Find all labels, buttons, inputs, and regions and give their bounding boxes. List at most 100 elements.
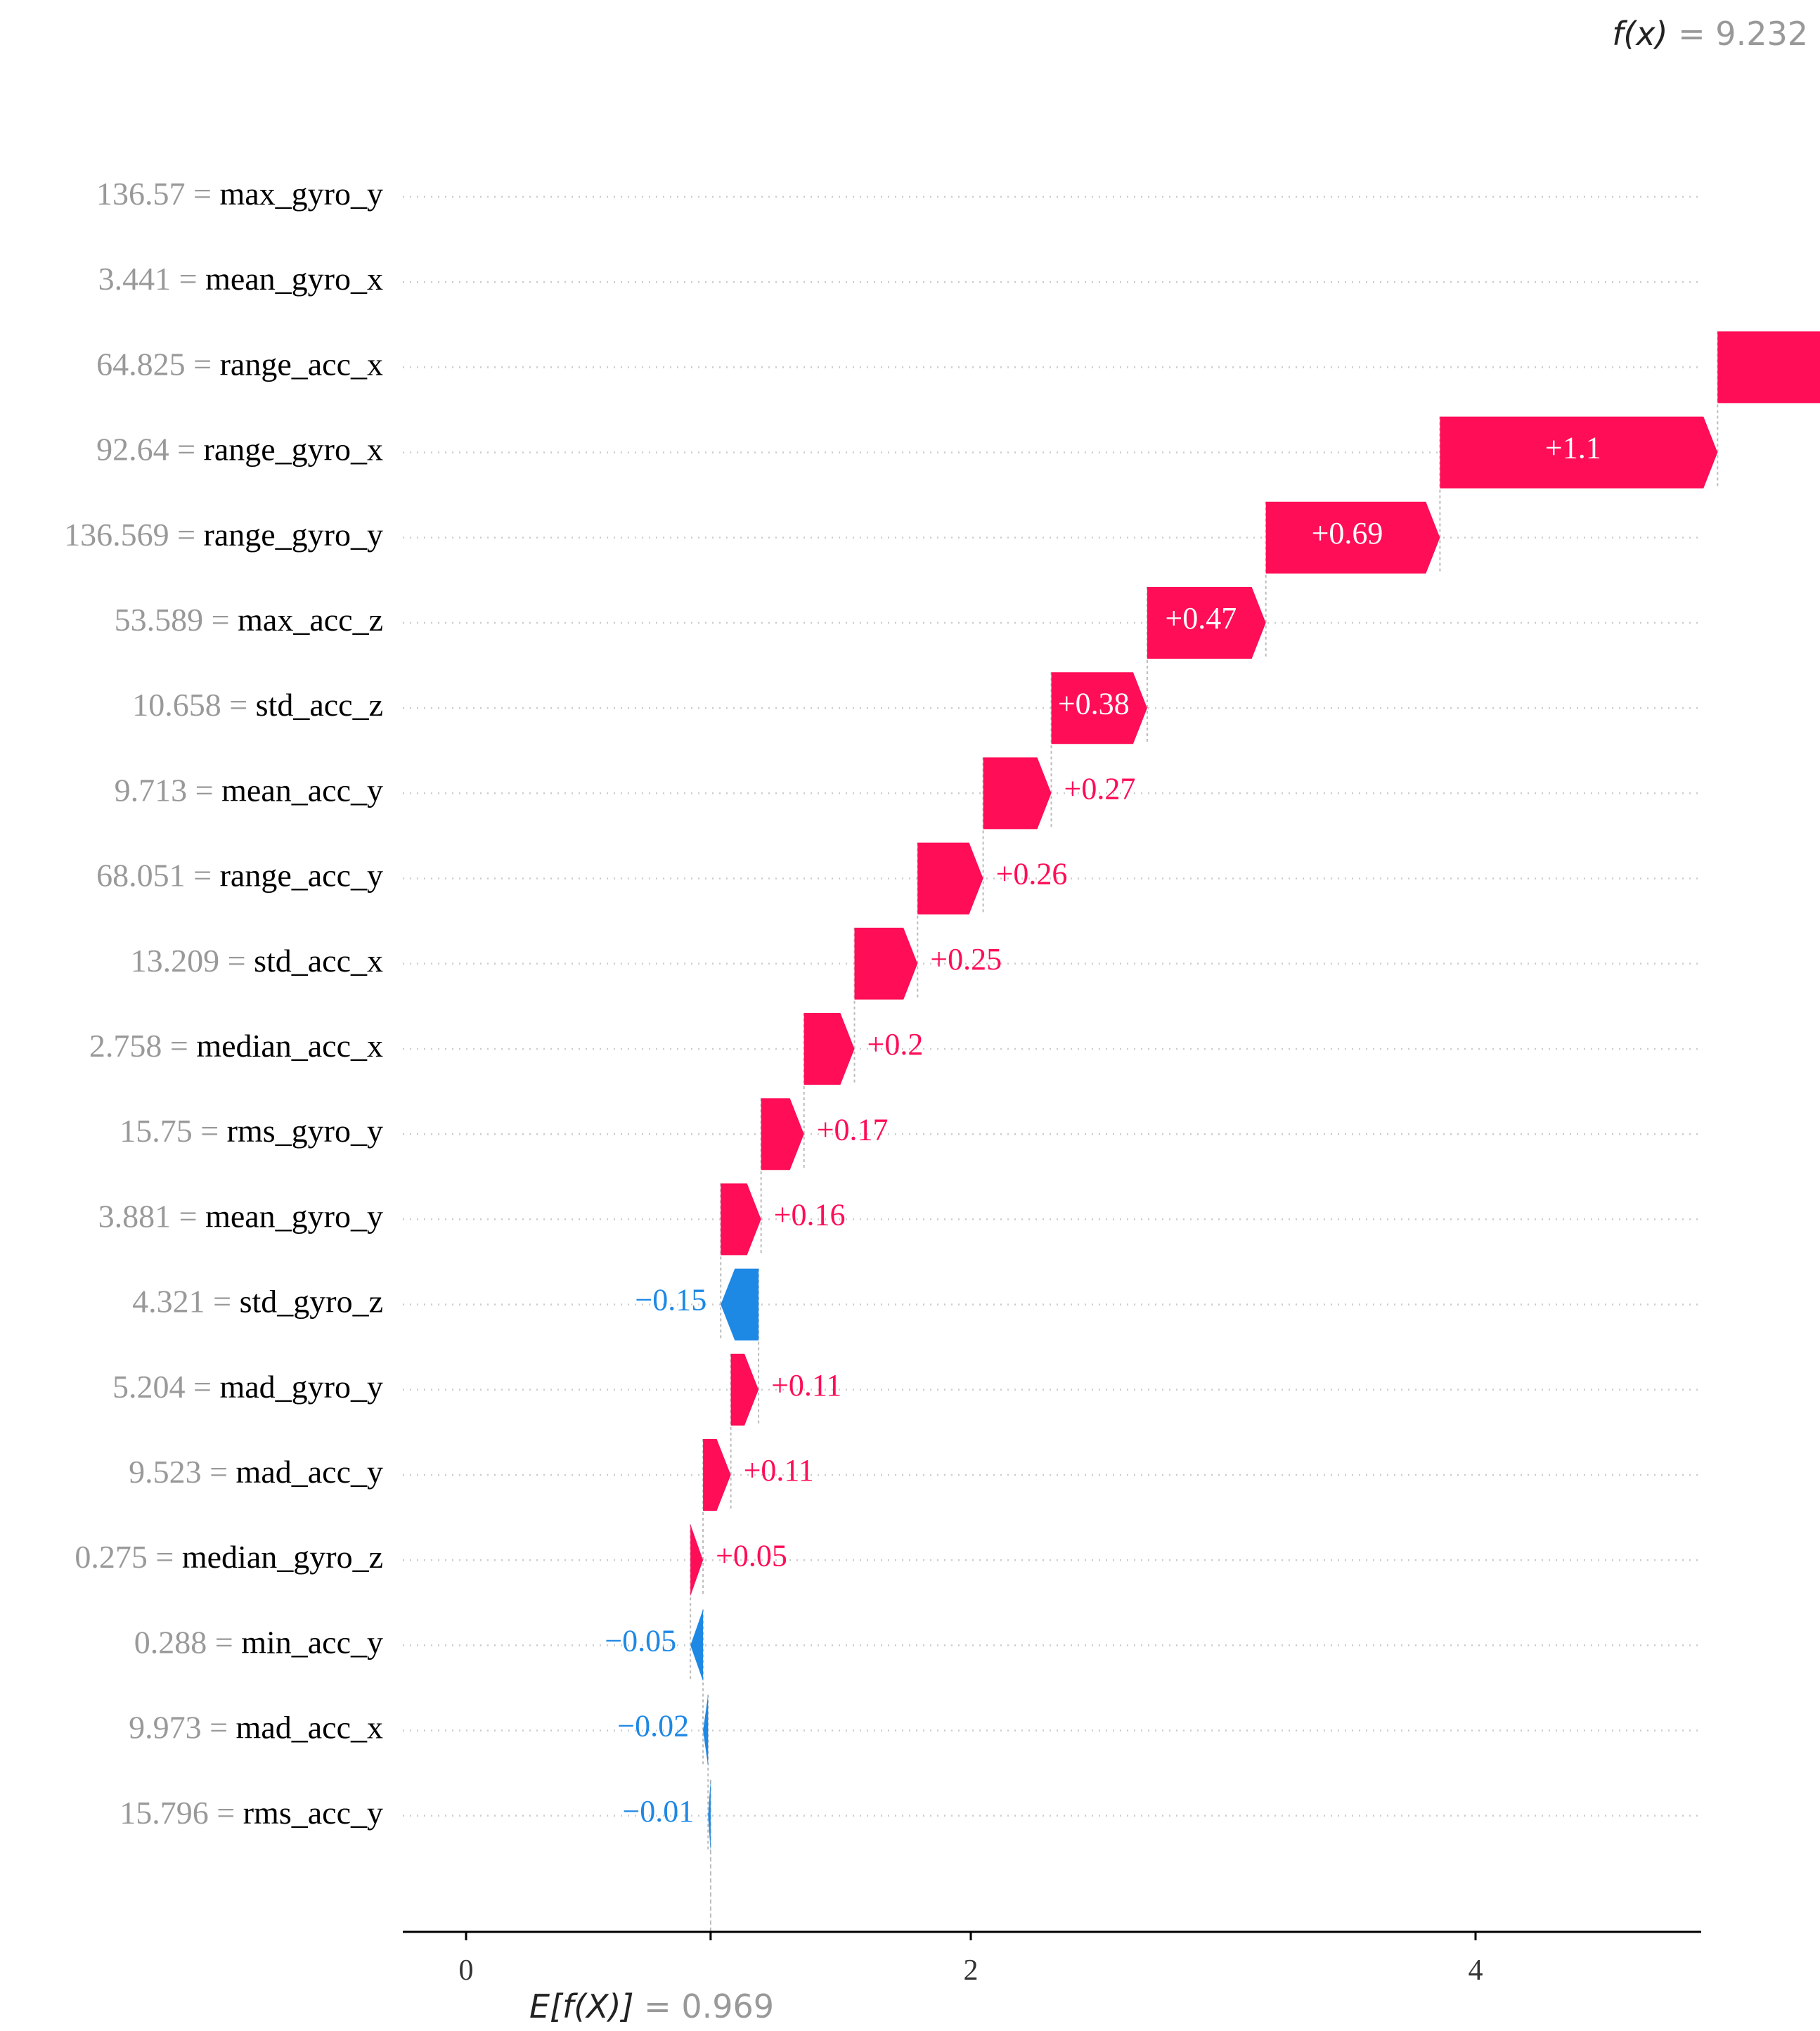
feature-label-mad_acc_y: 9.523 = mad_acc_y <box>129 1454 383 1490</box>
bar-mean_acc_y <box>983 757 1052 830</box>
bar-median_gyro_z <box>690 1524 704 1597</box>
feature-value: 136.569 = <box>64 516 203 552</box>
feature-label-median_acc_x: 2.758 = median_acc_x <box>89 1028 383 1064</box>
feature-label-range_acc_y: 68.051 = range_acc_y <box>96 857 383 893</box>
bar-rms_acc_y <box>708 1779 711 1852</box>
feature-label-std_acc_x: 13.209 = std_acc_x <box>131 942 383 978</box>
bar-min_acc_y <box>690 1609 704 1682</box>
feature-name: median_gyro_z <box>182 1539 383 1575</box>
bar-median_acc_x <box>803 1013 855 1085</box>
feature-label-max_gyro_y: 136.57 = max_gyro_y <box>96 176 383 212</box>
feature-value: 9.973 = <box>129 1709 235 1745</box>
feature-label-rms_acc_y: 15.796 = rms_acc_y <box>120 1794 383 1830</box>
bar-label-median_acc_x: +0.2 <box>867 1027 924 1062</box>
feature-label-mad_gyro_y: 5.204 = mad_gyro_y <box>112 1368 383 1404</box>
feature-name: mad_gyro_y <box>219 1368 383 1404</box>
bar-label-mad_acc_x: −0.02 <box>617 1709 689 1743</box>
feature-label-mean_gyro_y: 3.881 = mean_gyro_y <box>98 1198 383 1234</box>
feature-name: mad_acc_y <box>236 1454 383 1490</box>
reference-lines <box>690 331 1719 1932</box>
bar-label-mad_gyro_y: +0.11 <box>771 1368 841 1403</box>
output-value-label: f(x) = 9.232 <box>1612 15 1808 53</box>
feature-value: 9.523 = <box>129 1454 235 1490</box>
bar-label-std_gyro_z: −0.15 <box>635 1283 706 1317</box>
x-tick-label-4: 4 <box>1469 1954 1483 1987</box>
feature-name: mean_gyro_y <box>205 1198 383 1234</box>
bar-mad_gyro_y <box>730 1353 759 1426</box>
base-value-symbol: E[f(X)] <box>529 1987 634 2025</box>
bar-range_gyro_x <box>1440 416 1718 489</box>
x-axis: 02468 <box>403 1930 1701 1987</box>
bar-mad_acc_x <box>703 1694 709 1767</box>
bar-mad_acc_y <box>703 1439 731 1511</box>
feature-name: min_acc_y <box>241 1624 383 1660</box>
bar-std_acc_z <box>1051 672 1147 744</box>
feature-value: 3.881 = <box>98 1198 205 1234</box>
bar-label-range_acc_y: +0.26 <box>996 857 1068 891</box>
feature-label-range_gyro_x: 92.64 = range_gyro_x <box>96 431 383 467</box>
base-value-number: = 0.969 <box>634 1987 774 2025</box>
feature-value: 2.758 = <box>89 1028 196 1064</box>
feature-name: median_acc_x <box>196 1028 383 1064</box>
bar-label-mean_gyro_y: +0.16 <box>774 1197 846 1232</box>
feature-label-median_gyro_z: 0.275 = median_gyro_z <box>75 1539 383 1575</box>
feature-name: max_gyro_y <box>219 176 383 212</box>
feature-label-mean_acc_y: 9.713 = mean_acc_y <box>115 772 383 808</box>
feature-value: 64.825 = <box>96 346 219 382</box>
x-tick-label-2: 2 <box>964 1954 979 1987</box>
feature-name: range_gyro_x <box>204 431 383 467</box>
output-value-number: = 9.232 <box>1668 15 1808 53</box>
feature-name: std_acc_z <box>256 687 383 723</box>
feature-label-max_acc_z: 53.589 = max_acc_z <box>115 602 383 638</box>
feature-value: 15.796 = <box>120 1794 243 1830</box>
feature-name: range_acc_y <box>220 857 383 893</box>
feature-value: 53.589 = <box>115 602 238 638</box>
feature-value: 68.051 = <box>96 857 219 893</box>
feature-label-range_gyro_y: 136.569 = range_gyro_y <box>64 516 383 552</box>
bar-label-median_gyro_z: +0.05 <box>716 1538 787 1573</box>
feature-value: 10.658 = <box>132 687 255 723</box>
feature-name: std_gyro_z <box>240 1283 383 1319</box>
feature-label-rms_gyro_y: 15.75 = rms_gyro_y <box>120 1113 383 1149</box>
bar-label-mean_acc_y: +0.27 <box>1064 771 1136 806</box>
bar-label-rms_gyro_y: +0.17 <box>817 1112 889 1147</box>
feature-label-std_acc_z: 10.658 = std_acc_z <box>132 687 383 723</box>
feature-name: range_acc_x <box>220 346 383 382</box>
feature-value: 15.75 = <box>120 1113 226 1149</box>
feature-value: 136.57 = <box>96 176 219 212</box>
bar-label-std_acc_x: +0.25 <box>930 942 1002 976</box>
bar-max_acc_z <box>1147 587 1266 659</box>
feature-value: 13.209 = <box>131 942 254 978</box>
bar-std_gyro_z <box>721 1268 759 1341</box>
feature-name: mean_acc_y <box>221 772 383 808</box>
feature-label-min_acc_y: 0.288 = min_acc_y <box>134 1624 383 1660</box>
x-tick-label-0: 0 <box>459 1954 474 1987</box>
feature-labels: +1.5136.57 = max_gyro_y+1.473.441 = mean… <box>64 176 1601 1831</box>
bar-std_acc_x <box>854 927 918 1000</box>
bar-label-std_acc_z: +0.38 <box>1058 686 1130 721</box>
feature-label-std_gyro_z: 4.321 = std_gyro_z <box>132 1283 383 1319</box>
bar-range_acc_y <box>917 842 983 915</box>
feature-name: rms_gyro_y <box>227 1113 383 1149</box>
bar-range_acc_x <box>1717 331 1820 404</box>
feature-value: 0.275 = <box>75 1539 181 1575</box>
feature-label-mad_acc_x: 9.973 = mad_acc_x <box>129 1709 383 1745</box>
feature-name: rms_acc_y <box>243 1794 383 1830</box>
bar-label-range_gyro_x: +1.1 <box>1545 431 1601 465</box>
feature-value: 5.204 = <box>112 1368 219 1404</box>
bar-label-max_acc_z: +0.47 <box>1165 601 1237 636</box>
feature-name: std_acc_x <box>254 942 383 978</box>
bar-mean_gyro_y <box>721 1183 761 1256</box>
output-value-symbol: f(x) <box>1612 15 1667 53</box>
bar-label-range_gyro_y: +0.69 <box>1312 516 1383 550</box>
feature-label-range_acc_x: 64.825 = range_acc_x <box>96 346 383 382</box>
bar-label-min_acc_y: −0.05 <box>605 1623 676 1658</box>
feature-label-mean_gyro_x: 3.441 = mean_gyro_x <box>98 261 383 297</box>
contribution-bars <box>690 331 1820 1852</box>
bar-range_gyro_y <box>1265 501 1440 574</box>
bar-label-rms_acc_y: −0.01 <box>622 1794 694 1829</box>
feature-value: 92.64 = <box>96 431 203 467</box>
feature-value: 3.441 = <box>98 261 205 297</box>
feature-value: 9.713 = <box>115 772 221 808</box>
